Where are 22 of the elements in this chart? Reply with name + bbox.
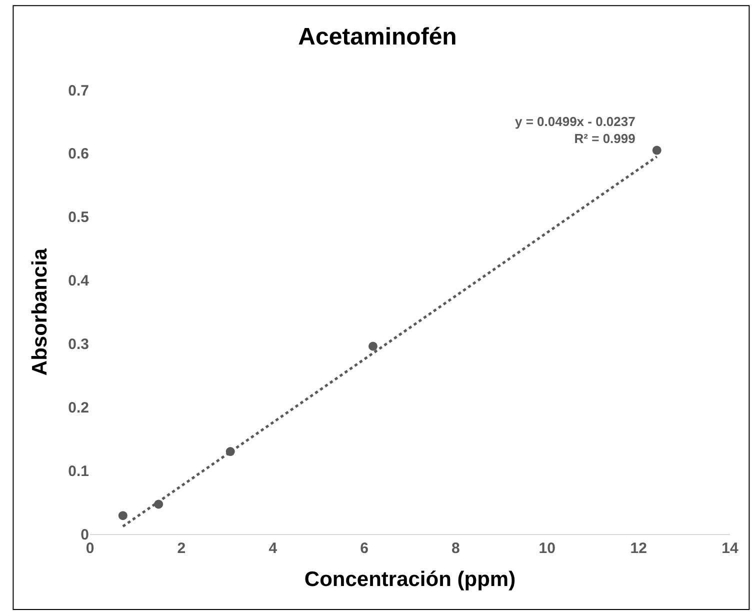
x-tick-label: 6	[360, 540, 368, 557]
x-tick-label: 2	[177, 540, 186, 557]
point	[368, 342, 378, 351]
x-axis-title: Concentración (ppm)	[304, 568, 516, 592]
annotation: y = 0.0499x - 0.0237 R² = 0.999	[515, 114, 636, 146]
x-tick-label: 14	[722, 540, 739, 557]
point	[118, 511, 128, 520]
y-tick-label: 0.7	[68, 82, 89, 100]
y-axis-title: Absorbancia	[28, 248, 52, 376]
y-tick-label: 0.6	[68, 146, 89, 163]
y-tick-label: 0.3	[68, 336, 89, 353]
x-tick-label: 12	[630, 540, 647, 557]
y-tick-label: 0.1	[68, 462, 89, 480]
y-tick-label: 0.5	[68, 209, 89, 226]
x-tick-label: 4	[268, 540, 278, 557]
y-tick-label: 0.4	[68, 272, 90, 290]
point	[652, 146, 662, 155]
x-tick-label: 10	[538, 540, 556, 557]
x-tick-label: 8	[452, 540, 460, 557]
chart-title: Acetaminofén	[298, 23, 457, 50]
y-tick-label: 0.2	[68, 399, 89, 416]
y-tick-label: 0	[80, 526, 89, 544]
